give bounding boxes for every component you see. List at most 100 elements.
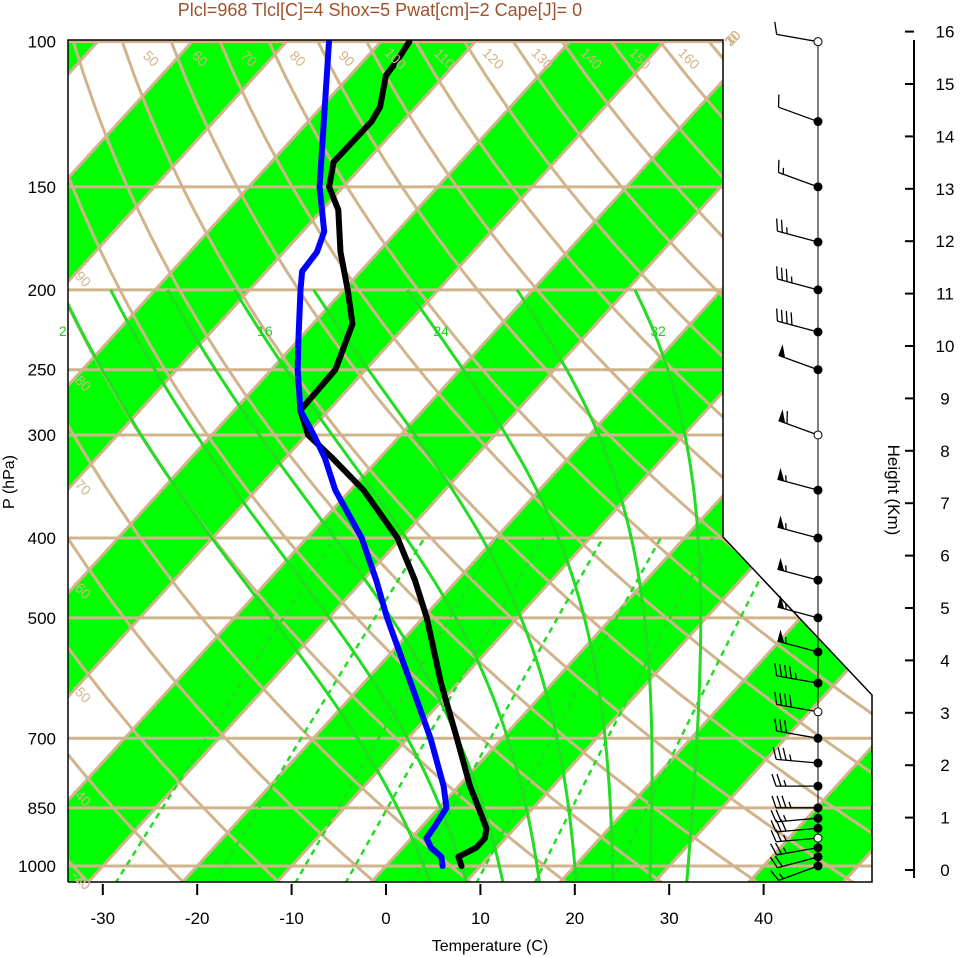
wind-barb-flag [771,795,777,809]
wind-barb-staff [776,758,819,764]
dewpoint-profile [294,40,450,869]
wind-barb-staff [776,703,819,713]
dry-adiabat [267,41,872,882]
isotherm-band [68,41,476,882]
wind-level-dot [813,733,823,743]
wind-barb-half-flag [783,779,787,787]
moist-adiabat [233,289,542,882]
dry-adiabat [805,40,872,882]
x-tick-label: 20 [565,909,584,928]
wind-barb-flag [782,747,787,761]
wind-barb-flag [788,694,793,708]
wind-barb-staff [777,320,819,333]
wind-barb-half-flag [782,847,788,854]
isotherm-band [68,41,287,882]
isotherm-line [652,40,872,882]
x-axis-title: Temperature (C) [432,938,548,955]
wind-level-dot [813,485,823,495]
moist-adiabat-label: 2 [59,323,67,339]
height-tick-label: 16 [936,23,955,42]
y-axis: 100 150 200 250 300 400 500 700 850 1000 [18,33,56,876]
height-tick-label: 14 [936,127,955,146]
isotherm-band [68,41,853,882]
dry-adiabat [169,41,872,882]
height-tick-label: 2 [940,756,949,775]
mixing-ratio-line [533,537,714,882]
wind-barb-staff [778,420,819,436]
wind-barb-staff [776,817,819,823]
moist-adiabat-label: 24 [433,323,449,339]
wind-level-dot [813,678,823,688]
wind-level-dot [813,613,823,623]
dry-adiabat-label: 90 [336,47,358,69]
y-tick-label: 100 [28,33,56,52]
wind-level-dot [813,823,823,833]
plot-area [68,40,961,884]
wind-level-dot [813,813,823,823]
moist-adiabat [68,289,432,882]
y-tick-label: 850 [28,799,56,818]
wind-barb-flag [783,664,788,678]
height-tick-label: 1 [940,809,949,828]
dry-adiabat [68,41,186,882]
height-tick-label: 9 [940,389,949,408]
x-tick-label: -10 [279,909,304,928]
wind-barb-staff [777,856,819,869]
wind-barb-staff [778,106,819,123]
wind-barb-half-flag [788,801,792,809]
wind-level-dot [813,803,823,813]
wind-barb-flag [774,718,778,732]
wind-barb-flag [779,719,783,732]
wind-barb-flag [770,843,778,856]
moist-adiabat [166,289,505,882]
height-tick-label: 8 [940,442,949,461]
height-tick-label: 7 [940,494,949,513]
y-tick-label: 700 [28,729,56,748]
wind-barb-flag [790,312,793,326]
wind-barb-flag [777,747,782,760]
wind-barb-pennant [777,629,785,643]
wind-level-dot [813,852,823,862]
moist-adiabat [312,288,578,882]
dry-adiabat [316,41,872,882]
y-tick-label: 500 [28,609,56,628]
height-tick-label: 15 [936,75,955,94]
wind-level-dot [813,575,823,585]
isotherm-line [68,40,477,882]
wind-barb-staff [776,730,819,739]
wind-barb-half-flag [789,754,792,761]
wind-barb-pennant [777,467,785,482]
wind-level-dot [813,327,823,337]
height-tick-label: 3 [940,704,949,723]
wind-level-dot [813,37,823,47]
wind-barb-staff [776,837,819,843]
y-tick-label: 200 [28,281,56,300]
moist-adiabat [515,288,654,882]
wind-barb-half-flag [794,672,797,680]
wind-barb-flag [774,663,778,676]
wind-level-dot [813,861,823,871]
dry-adiabat-label: 50 [140,47,162,69]
height-tick-label: 10 [936,337,955,356]
isotherm-line [557,40,872,882]
dry-adiabat-label: 80 [287,47,309,69]
height-tick-label: 0 [940,861,949,880]
isotherm-line [68,40,383,882]
dry-adiabat [68,41,378,882]
height-axis-title: Height (Km) [884,445,903,536]
wind-level-dot [813,833,823,843]
wind-level-dot [813,758,823,768]
y-tick-label: 1000 [18,857,56,876]
wind-barb-pennant [777,595,785,609]
height-tick-label: 13 [936,180,955,199]
wind-barb-flag [769,856,778,869]
isotherm-band [558,41,872,882]
wind-barb-flag [772,746,777,760]
wind-barb-staff [778,171,819,188]
sounding-stats-title: Plcl=968 Tlcl[C]=4 Shox=5 Pwat[cm]=2 Cap… [178,0,582,20]
dry-adiabat [68,41,473,882]
dry-adiabat [954,42,961,884]
wind-barb-flag [785,268,788,282]
wind-barb-flag [776,773,782,787]
